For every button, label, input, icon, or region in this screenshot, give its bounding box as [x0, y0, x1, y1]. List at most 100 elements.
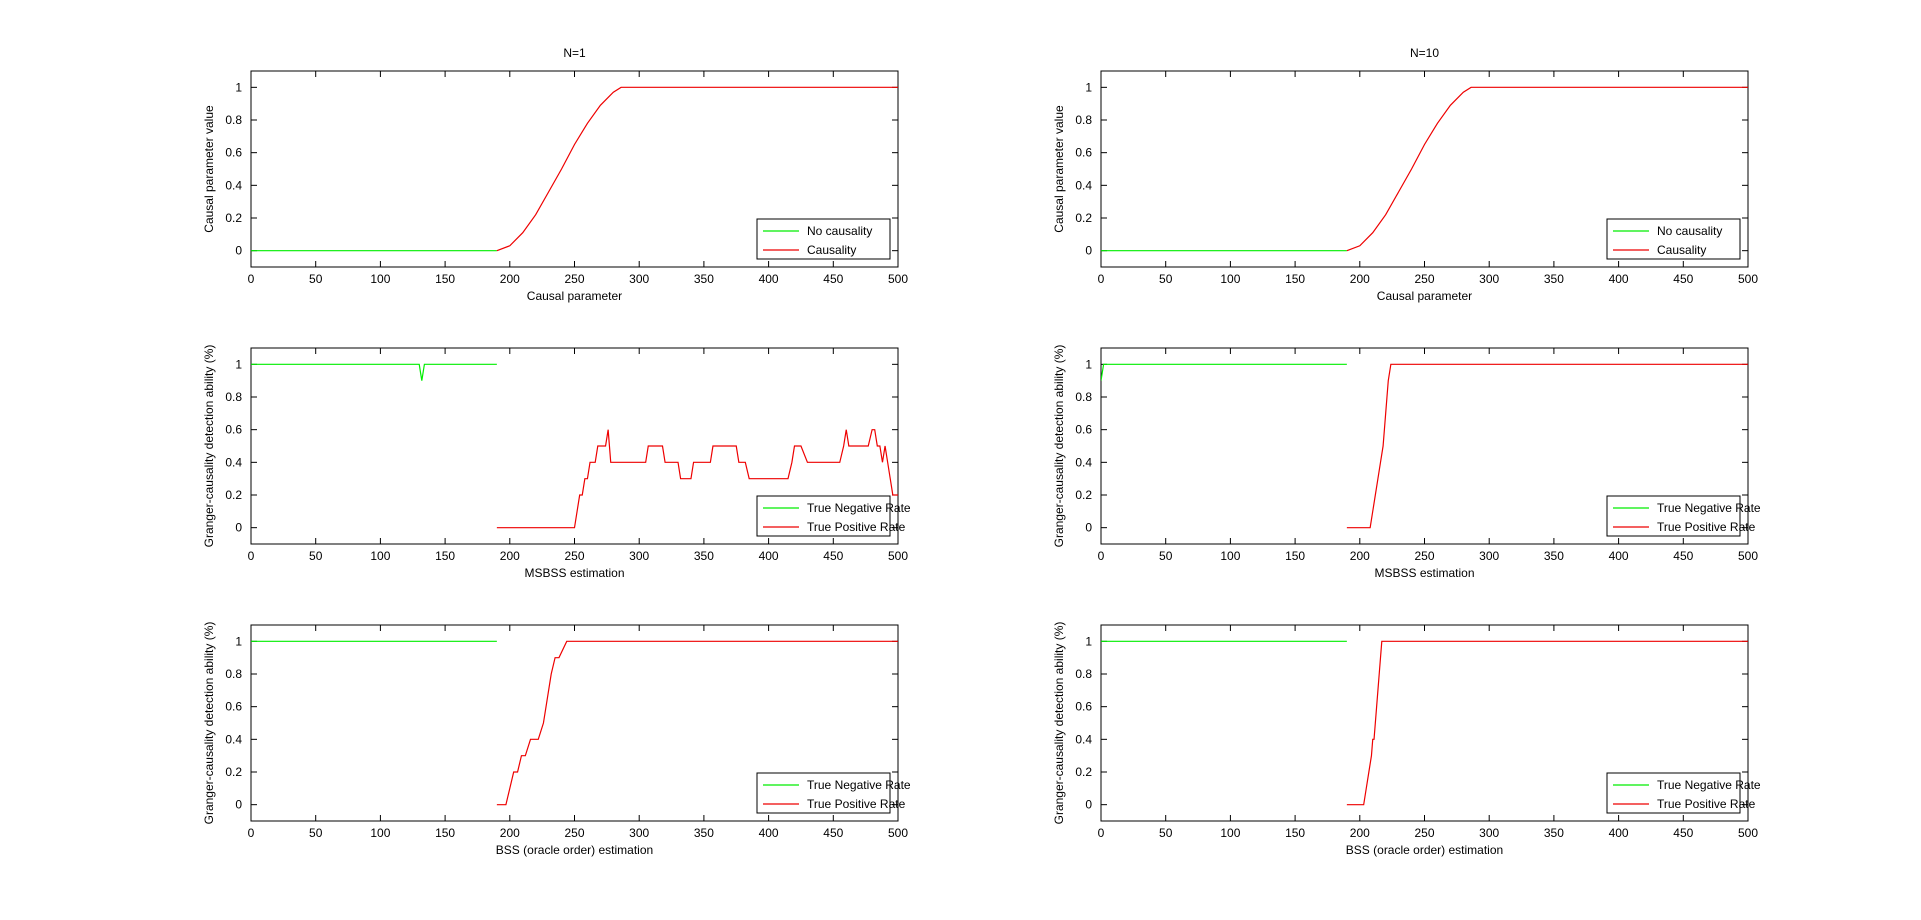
x-tick-label: 200	[500, 272, 520, 286]
y-tick-label: 0	[235, 521, 242, 535]
x-tick-label: 400	[759, 549, 779, 563]
x-tick-label: 50	[1159, 272, 1173, 286]
series-line-second	[496, 429, 898, 529]
x-tick-label: 50	[309, 826, 323, 840]
x-tick-label: 500	[888, 826, 908, 840]
legend: True Negative Rate True Positive Rate	[1606, 772, 1761, 814]
x-tick-label: 400	[759, 826, 779, 840]
series-line-second	[496, 86, 898, 252]
x-tick-label: 300	[629, 549, 649, 563]
x-tick-label: 300	[1479, 826, 1499, 840]
x-tick-label: 500	[888, 549, 908, 563]
y-tick-label: 0.2	[225, 488, 242, 502]
legend: No causality Causality	[756, 218, 891, 260]
x-tick-label: 250	[1414, 826, 1434, 840]
x-tick-label: 150	[1285, 272, 1305, 286]
legend-entry: True Negative Rate	[807, 501, 911, 515]
y-tick-label: 0.8	[1075, 390, 1092, 404]
legend-entry: True Positive Rate	[1657, 520, 1756, 534]
x-tick-label: 0	[248, 549, 255, 563]
x-tick-label: 150	[1285, 549, 1305, 563]
x-tick-label: 100	[1220, 826, 1240, 840]
y-tick-label: 0	[1085, 798, 1092, 812]
x-tick-label: 100	[370, 549, 390, 563]
x-tick-label: 450	[823, 549, 843, 563]
x-tick-label: 0	[248, 826, 255, 840]
legend-box	[756, 772, 891, 814]
x-tick-label: 100	[370, 826, 390, 840]
legend-entry: Causality	[807, 243, 856, 257]
y-tick-label: 0.4	[1075, 732, 1092, 746]
series-line-second	[496, 640, 898, 806]
legend-entry: No causality	[807, 224, 872, 238]
y-axis-label: Granger-causality detection ability (%)	[202, 345, 216, 548]
y-tick-label: 0.2	[1075, 488, 1092, 502]
x-tick-label: 200	[500, 549, 520, 563]
legend-box	[1606, 218, 1741, 260]
chart-panel-right-bot: 0 50 100 150 200 250 300 350 400 450 500 0 0.2 0.4 0.6…	[1052, 622, 1761, 857]
x-tick-label: 350	[694, 826, 714, 840]
legend-entry: True Negative Rate	[1657, 778, 1761, 792]
y-tick-label: 0.6	[1075, 146, 1092, 160]
x-tick-label: 300	[1479, 272, 1499, 286]
x-tick-label: 100	[1220, 272, 1240, 286]
x-tick-label: 50	[309, 272, 323, 286]
y-tick-label: 0.4	[1075, 455, 1092, 469]
y-tick-label: 0	[1085, 244, 1092, 258]
x-tick-label: 500	[1738, 549, 1758, 563]
y-tick-label: 0.6	[225, 700, 242, 714]
x-tick-label: 300	[629, 826, 649, 840]
x-tick-label: 450	[1673, 549, 1693, 563]
series-line-second	[1346, 86, 1748, 252]
x-tick-label: 250	[1414, 272, 1434, 286]
x-axis-label: Causal parameter	[527, 289, 622, 303]
x-tick-label: 200	[1350, 549, 1370, 563]
legend-entry: True Positive Rate	[807, 797, 906, 811]
chart-title: N=10	[1410, 46, 1439, 60]
x-tick-label: 250	[1414, 549, 1434, 563]
x-tick-label: 100	[370, 272, 390, 286]
x-tick-label: 300	[629, 272, 649, 286]
y-tick-label: 1	[235, 634, 242, 648]
y-tick-label: 0.8	[1075, 113, 1092, 127]
series-line-second	[1346, 640, 1748, 806]
chart-panel-left-mid: 0 50 100 150 200 250 300 350 400 450 500 0 0.2 0.4 0.6…	[202, 345, 911, 580]
y-tick-label: 0.2	[225, 765, 242, 779]
x-tick-label: 350	[1544, 549, 1564, 563]
y-tick-label: 0.6	[225, 423, 242, 437]
legend-entry: True Negative Rate	[807, 778, 911, 792]
x-tick-label: 0	[1098, 549, 1105, 563]
y-axis-label: Granger-causality detection ability (%)	[1052, 345, 1066, 548]
series-line-first	[1101, 363, 1347, 381]
y-tick-label: 0.2	[1075, 211, 1092, 225]
y-tick-label: 0.6	[1075, 423, 1092, 437]
y-tick-label: 0.2	[225, 211, 242, 225]
chart-panel-left-top: 0 50 100 150 200 250 300 350 400 450 500 0 0.2 0.4 0.6…	[202, 46, 908, 303]
x-tick-label: 450	[823, 272, 843, 286]
chart-title: N=1	[563, 46, 586, 60]
x-tick-label: 250	[564, 826, 584, 840]
x-axis-label: BSS (oracle order) estimation	[1346, 843, 1503, 857]
y-tick-label: 0.8	[225, 113, 242, 127]
y-tick-label: 0.8	[225, 390, 242, 404]
legend-entry: True Negative Rate	[1657, 501, 1761, 515]
y-tick-label: 1	[235, 80, 242, 94]
x-tick-label: 500	[888, 272, 908, 286]
y-tick-label: 0	[235, 244, 242, 258]
x-tick-label: 0	[248, 272, 255, 286]
y-tick-label: 0	[1085, 521, 1092, 535]
y-tick-label: 0.6	[1075, 700, 1092, 714]
y-tick-label: 0.4	[225, 455, 242, 469]
x-tick-label: 350	[1544, 826, 1564, 840]
x-tick-label: 300	[1479, 549, 1499, 563]
y-tick-label: 0.8	[225, 667, 242, 681]
chart-panel-left-bot: 0 50 100 150 200 250 300 350 400 450 500 0 0.2 0.4 0.6…	[202, 622, 911, 857]
y-tick-label: 0.8	[1075, 667, 1092, 681]
x-tick-label: 400	[1609, 826, 1629, 840]
legend-box	[1606, 772, 1741, 814]
x-tick-label: 400	[1609, 549, 1629, 563]
legend: True Negative Rate True Positive Rate	[1606, 495, 1761, 537]
chart-panel-right-top: 0 50 100 150 200 250 300 350 400 450 500 0 0.2 0.4 0.6…	[1052, 46, 1758, 303]
y-tick-label: 1	[235, 357, 242, 371]
